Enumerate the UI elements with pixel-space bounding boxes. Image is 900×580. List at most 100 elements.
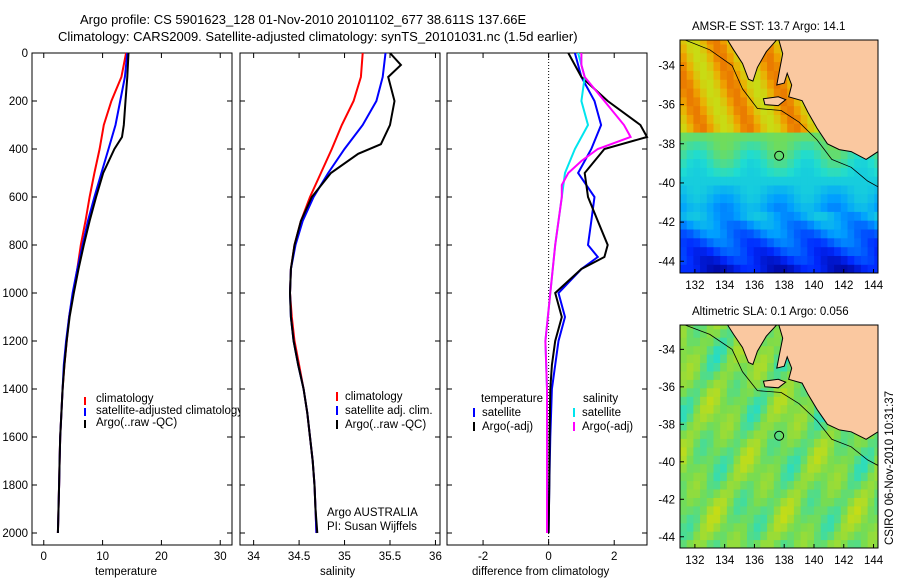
- map-cell: [720, 345, 728, 355]
- map-cell: [780, 105, 788, 115]
- map-cell: [726, 176, 735, 186]
- map-cell: [787, 505, 795, 515]
- map-cell: [713, 438, 721, 448]
- map-cell: [840, 514, 849, 524]
- map-cell: [753, 149, 761, 159]
- map-cell: [713, 88, 721, 98]
- map-cell: [680, 328, 688, 338]
- map-cell: [686, 387, 694, 397]
- map-cell: [747, 438, 755, 448]
- map-cell: [753, 237, 761, 248]
- map-cell: [860, 202, 869, 212]
- map-cell: [706, 132, 715, 142]
- map-cell: [693, 396, 701, 406]
- map-cell: [706, 246, 715, 256]
- map-cell: [793, 140, 802, 151]
- map-cell: [767, 52, 775, 63]
- map-cell: [720, 328, 728, 338]
- map-cell: [686, 264, 694, 273]
- map-cell: [726, 379, 735, 389]
- map-cell: [834, 228, 842, 239]
- map-cell: [820, 429, 828, 439]
- map-cell: [760, 211, 768, 221]
- map-cell: [860, 264, 869, 273]
- map-cell: [780, 193, 788, 204]
- map-cell: [700, 421, 708, 431]
- map-cell: [686, 52, 694, 63]
- map-cell: [686, 370, 694, 380]
- map-cell: [827, 264, 835, 273]
- map-cell: [847, 438, 855, 448]
- map-cell: [700, 404, 708, 414]
- map-cell: [787, 176, 795, 186]
- map-cell: [713, 264, 721, 273]
- map-cell: [693, 413, 701, 423]
- map-cell: [793, 211, 802, 221]
- map-cell: [800, 193, 808, 204]
- map-cell: [834, 531, 842, 541]
- y-tick-label: 400: [9, 144, 28, 156]
- map-cell: [827, 522, 835, 532]
- map-cell: [720, 325, 728, 330]
- map-cell: [860, 505, 869, 515]
- map-cell: [740, 255, 748, 265]
- map-cell: [847, 202, 855, 212]
- map-cell: [733, 429, 741, 439]
- map-cell: [780, 446, 788, 456]
- map-cell: [814, 184, 822, 195]
- map-cell: [740, 489, 748, 498]
- map-cell: [773, 43, 782, 54]
- map-cell: [693, 328, 701, 338]
- map-cell: [720, 514, 728, 524]
- map-cell: [747, 421, 755, 431]
- legend-label-temp-satellite: satellite: [482, 407, 521, 419]
- map-cell: [706, 43, 715, 54]
- map-cell: [874, 497, 878, 507]
- map-cell: [773, 132, 782, 142]
- map-cell: [686, 105, 694, 115]
- map-cell: [693, 202, 701, 212]
- map-cell: [693, 105, 701, 115]
- map-cell: [700, 522, 708, 532]
- map-cell: [827, 446, 835, 456]
- map-cell: [713, 140, 721, 151]
- map-cell: [860, 176, 869, 186]
- map-cell: [840, 158, 849, 168]
- map-cell: [827, 202, 835, 212]
- map-cell: [840, 184, 849, 195]
- map-cell: [733, 70, 741, 80]
- map-cell: [800, 455, 808, 465]
- map-cell: [720, 379, 728, 389]
- map-y-tick-label: -34: [658, 344, 675, 356]
- map-cell: [706, 167, 715, 177]
- map-cell: [780, 455, 788, 465]
- map-cell: [834, 264, 842, 273]
- map-cell: [827, 184, 835, 195]
- map-cell: [827, 149, 835, 159]
- map-cell: [740, 228, 748, 239]
- map-cell: [686, 220, 694, 230]
- sla-coastline: [727, 325, 878, 440]
- map-cell: [726, 421, 735, 431]
- y-tick-label: 600: [9, 192, 28, 204]
- map-cell: [800, 114, 808, 124]
- map-cell: [780, 489, 788, 498]
- map-cell: [753, 379, 761, 389]
- map-cell: [733, 472, 741, 482]
- map-cell: [814, 505, 822, 515]
- map-cell: [814, 531, 822, 541]
- map-cell: [860, 255, 869, 265]
- map-y-tick-label: -44: [658, 532, 675, 544]
- map-x-tick-label: 132: [685, 280, 704, 292]
- map-cell: [840, 220, 849, 230]
- map-cell: [874, 193, 878, 204]
- x-tick-label: 35: [338, 551, 351, 563]
- map-cell: [767, 505, 775, 515]
- map-cell: [820, 202, 828, 212]
- map-cell: [760, 413, 768, 423]
- map-cell: [680, 184, 688, 195]
- map-cell: [740, 514, 748, 524]
- map-cell: [733, 354, 741, 363]
- map-cell: [713, 489, 721, 498]
- map-cell: [814, 514, 822, 524]
